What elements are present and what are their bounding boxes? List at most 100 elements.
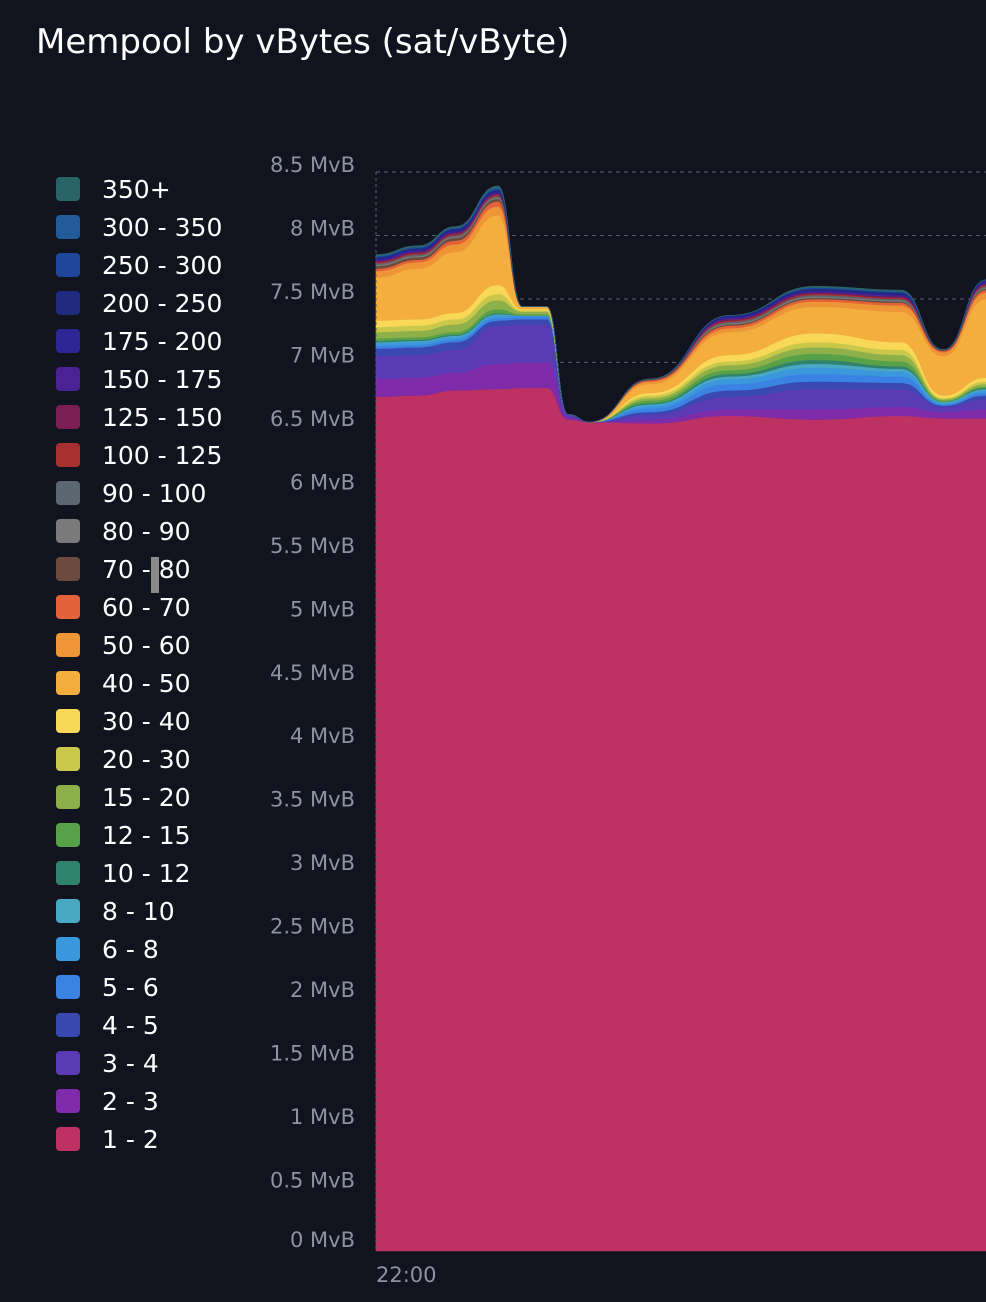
y-tick-label: 1.5 MvB: [270, 1042, 355, 1066]
legend-item[interactable]: 20 - 30: [56, 740, 222, 778]
legend-swatch: [56, 899, 80, 923]
legend-item[interactable]: 2 - 3: [56, 1082, 222, 1120]
legend-item[interactable]: 5 - 6: [56, 968, 222, 1006]
legend-swatch: [56, 253, 80, 277]
legend-label: 6 - 8: [102, 934, 159, 964]
y-tick-label: 3.5 MvB: [270, 788, 355, 812]
y-tick-label: 7 MvB: [290, 343, 355, 367]
area-series: [375, 185, 986, 423]
legend-item[interactable]: 125 - 150: [56, 398, 222, 436]
y-tick-label: 7.5 MvB: [270, 280, 355, 304]
legend-item[interactable]: 60 - 70: [56, 588, 222, 626]
legend-item[interactable]: 90 - 100: [56, 474, 222, 512]
legend-swatch: [56, 367, 80, 391]
legend-swatch: [56, 975, 80, 999]
legend-item[interactable]: 6 - 8: [56, 930, 222, 968]
legend-item[interactable]: 40 - 50: [56, 664, 222, 702]
x-tick-label: 22:00: [376, 1263, 437, 1287]
legend-item[interactable]: 15 - 20: [56, 778, 222, 816]
area-series: [375, 387, 986, 1252]
text-cursor-mark: [151, 557, 159, 593]
legend-label: 60 - 70: [102, 592, 191, 622]
legend-label: 70 - 80: [102, 554, 191, 584]
legend-label: 300 - 350: [102, 212, 223, 242]
legend-item[interactable]: 8 - 10: [56, 892, 222, 930]
legend-item[interactable]: 30 - 40: [56, 702, 222, 740]
legend-item[interactable]: 150 - 175: [56, 360, 222, 398]
y-tick-label: 1 MvB: [290, 1105, 355, 1129]
legend-swatch: [56, 633, 80, 657]
legend-swatch: [56, 215, 80, 239]
legend-item[interactable]: 4 - 5: [56, 1006, 222, 1044]
legend-label: 2 - 3: [102, 1086, 159, 1116]
legend-swatch: [56, 557, 80, 581]
legend-label: 15 - 20: [102, 782, 191, 812]
legend-item[interactable]: 100 - 125: [56, 436, 222, 474]
legend-swatch: [56, 671, 80, 695]
legend-item[interactable]: 175 - 200: [56, 322, 222, 360]
legend-item[interactable]: 300 - 350: [56, 208, 222, 246]
legend-label: 150 - 175: [102, 364, 223, 394]
chart-legend: 350+ 300 - 350 250 - 300 200 - 250 175 - 200…: [56, 170, 222, 1158]
legend-item[interactable]: 1 - 2: [56, 1120, 222, 1158]
y-tick-label: 6 MvB: [290, 470, 355, 494]
legend-swatch: [56, 747, 80, 771]
legend-label: 4 - 5: [102, 1010, 159, 1040]
legend-swatch: [56, 1089, 80, 1113]
y-tick-label: 2.5 MvB: [270, 915, 355, 939]
legend-swatch: [56, 1013, 80, 1037]
legend-item[interactable]: 3 - 4: [56, 1044, 222, 1082]
legend-item[interactable]: 70 - 80: [56, 550, 222, 593]
legend-swatch: [56, 291, 80, 315]
legend-label: 8 - 10: [102, 896, 175, 926]
y-tick-label: 5.5 MvB: [270, 534, 355, 558]
legend-item[interactable]: 50 - 60: [56, 626, 222, 664]
y-tick-label: 6.5 MvB: [270, 407, 355, 431]
legend-label: 5 - 6: [102, 972, 159, 1002]
legend-item[interactable]: 350+: [56, 170, 222, 208]
legend-item[interactable]: 250 - 300: [56, 246, 222, 284]
legend-item[interactable]: 80 - 90: [56, 512, 222, 550]
legend-label: 1 - 2: [102, 1124, 159, 1154]
legend-swatch: [56, 595, 80, 619]
legend-swatch: [56, 1051, 80, 1075]
y-tick-label: 8.5 MvB: [270, 153, 355, 177]
y-tick-label: 5 MvB: [290, 597, 355, 621]
chart-title: Mempool by vBytes (sat/vByte): [36, 22, 570, 62]
legend-label: 50 - 60: [102, 630, 191, 660]
y-tick-label: 0 MvB: [290, 1228, 355, 1252]
y-tick-label: 2 MvB: [290, 978, 355, 1002]
legend-label: 30 - 40: [102, 706, 191, 736]
legend-swatch: [56, 405, 80, 429]
y-tick-label: 0.5 MvB: [270, 1169, 355, 1193]
legend-swatch: [56, 709, 80, 733]
legend-label: 350+: [102, 174, 171, 204]
legend-label: 90 - 100: [102, 478, 207, 508]
legend-swatch: [56, 1127, 80, 1151]
legend-label: 40 - 50: [102, 668, 191, 698]
y-tick-label: 4.5 MvB: [270, 661, 355, 685]
legend-swatch: [56, 443, 80, 467]
legend-label: 10 - 12: [102, 858, 191, 888]
legend-swatch: [56, 861, 80, 885]
legend-label: 12 - 15: [102, 820, 191, 850]
y-tick-label: 3 MvB: [290, 851, 355, 875]
legend-item[interactable]: 12 - 15: [56, 816, 222, 854]
legend-item[interactable]: 200 - 250: [56, 284, 222, 322]
legend-label: 3 - 4: [102, 1048, 159, 1078]
legend-swatch: [56, 481, 80, 505]
legend-swatch: [56, 519, 80, 543]
legend-label: 100 - 125: [102, 440, 223, 470]
legend-swatch: [56, 937, 80, 961]
y-tick-label: 8 MvB: [290, 216, 355, 240]
legend-swatch: [56, 329, 80, 353]
y-tick-label: 4 MvB: [290, 724, 355, 748]
legend-item[interactable]: 10 - 12: [56, 854, 222, 892]
legend-label: 20 - 30: [102, 744, 191, 774]
legend-swatch: [56, 785, 80, 809]
legend-label: 200 - 250: [102, 288, 223, 318]
legend-label: 250 - 300: [102, 250, 223, 280]
legend-label: 80 - 90: [102, 516, 191, 546]
legend-label: 125 - 150: [102, 402, 223, 432]
